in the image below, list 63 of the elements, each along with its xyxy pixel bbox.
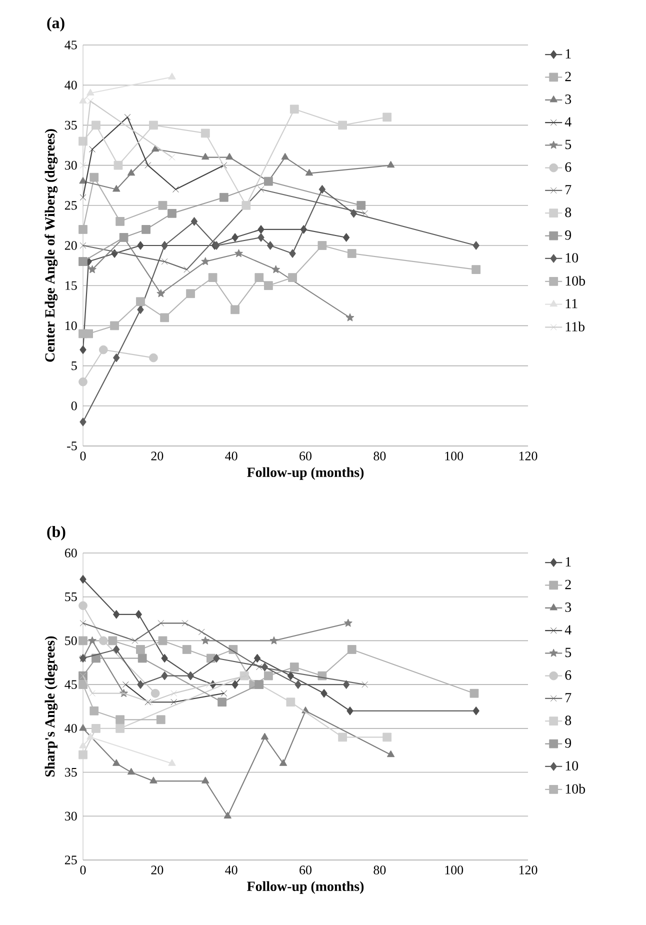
legend-label: 8 xyxy=(565,716,572,726)
legend-label: 10b xyxy=(566,784,586,794)
y-tick-label: 15 xyxy=(66,281,77,290)
legend-label: 3 xyxy=(565,94,572,104)
legend-label: 9 xyxy=(565,738,572,748)
y-tick-label: 30 xyxy=(65,160,77,170)
x-tick-label: 100 xyxy=(445,452,464,460)
x-tick-label: 120 xyxy=(519,866,538,874)
y-tick-label: 40 xyxy=(64,724,77,733)
legend-label: 7 xyxy=(566,185,572,194)
legend-label: 7 xyxy=(566,693,572,702)
legend-label: 1 xyxy=(566,557,571,566)
x-tick-label: 80 xyxy=(374,866,386,874)
y-tick-label: 45 xyxy=(64,680,77,689)
legend-label: 2 xyxy=(565,580,571,590)
x-tick-label: 40 xyxy=(225,866,238,874)
x-tick-label: 0 xyxy=(80,866,86,874)
legend-label: 8 xyxy=(565,208,572,218)
legend-label: 6 xyxy=(565,162,572,172)
legend-label: 1 xyxy=(566,49,571,58)
x-tick-label: 80 xyxy=(374,452,386,460)
legend-label: 4 xyxy=(564,117,572,126)
x-tick-label: 20 xyxy=(151,452,164,460)
legend-label: 9 xyxy=(565,230,572,240)
legend-label: 5 xyxy=(565,140,572,150)
y-tick-label: -5 xyxy=(67,442,77,450)
x-tick-label: 0 xyxy=(80,452,86,460)
x-axis-title: Follow-up (months) xyxy=(247,467,364,480)
y-axis-title: Sharp's Angle (degrees) xyxy=(44,636,58,777)
legend-label: 11b xyxy=(566,322,585,332)
y-tick-label: 20 xyxy=(64,241,77,250)
legend-label: 3 xyxy=(565,602,572,612)
y-tick-label: 45 xyxy=(64,40,77,50)
legend-label: 10 xyxy=(566,761,578,771)
y-tick-label: 50 xyxy=(65,636,77,646)
y-axis-title: Center Edge Angle of Wiberg (degrees) xyxy=(44,129,58,362)
chart-title: (b) xyxy=(47,526,66,540)
legend-label: 11 xyxy=(566,298,578,308)
chart-title: (a) xyxy=(47,17,64,32)
legend-label: 10 xyxy=(566,253,578,263)
y-tick-label: 35 xyxy=(65,768,77,777)
legend-label: 6 xyxy=(565,670,572,680)
y-tick-label: 0 xyxy=(71,402,77,410)
legend-label: 5 xyxy=(565,648,572,658)
y-tick-label: 25 xyxy=(64,856,77,864)
y-tick-label: 25 xyxy=(64,201,77,210)
x-tick-label: 120 xyxy=(519,452,538,460)
x-tick-label: 40 xyxy=(225,452,238,460)
legend-label: 10b xyxy=(566,276,586,286)
y-tick-label: 40 xyxy=(64,80,77,90)
x-tick-label: 100 xyxy=(445,866,464,874)
x-tick-label: 20 xyxy=(151,866,164,874)
y-tick-label: 10 xyxy=(66,321,77,330)
y-tick-label: 5 xyxy=(72,361,77,370)
y-tick-label: 60 xyxy=(64,548,77,558)
x-tick-label: 60 xyxy=(300,452,312,460)
legend-label: 2 xyxy=(565,72,571,82)
y-tick-label: 30 xyxy=(65,812,77,821)
legend-label: 4 xyxy=(564,625,572,634)
y-tick-label: 55 xyxy=(65,592,77,602)
x-tick-label: 60 xyxy=(300,866,312,874)
y-tick-label: 35 xyxy=(65,120,77,130)
x-axis-title: Follow-up (months) xyxy=(247,881,364,894)
